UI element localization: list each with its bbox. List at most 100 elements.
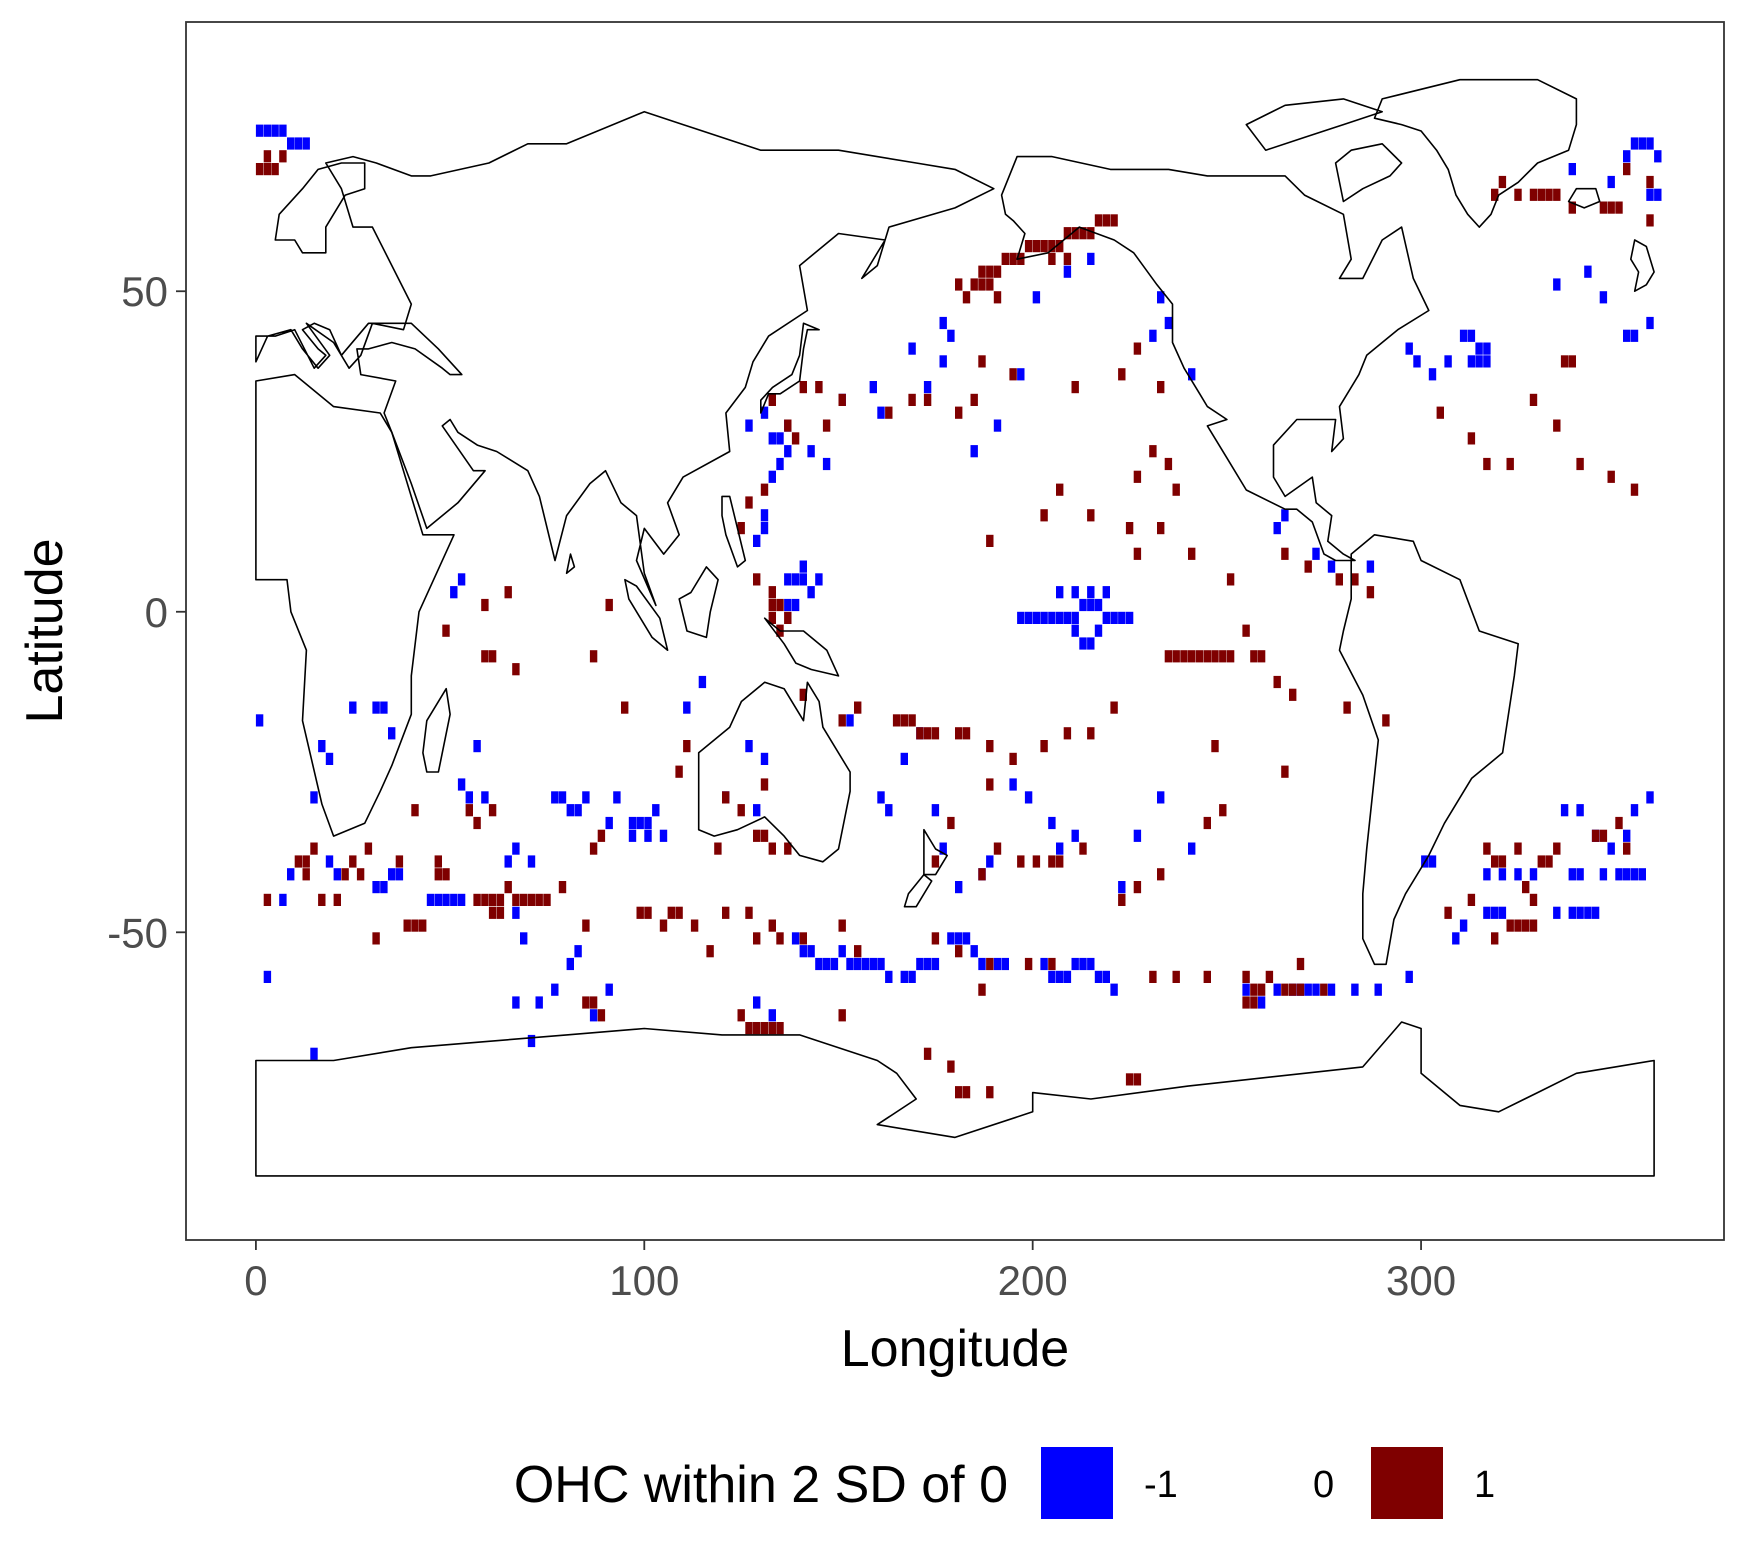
ohc-cell-minus1	[1599, 291, 1608, 304]
ohc-cell-minus1	[652, 804, 660, 817]
ohc-cell-minus1	[395, 868, 404, 881]
ohc-cell-plus1	[923, 393, 932, 406]
ohc-cell-plus1	[1498, 175, 1507, 189]
ohc-cell-plus1	[1164, 457, 1173, 471]
ohc-cell-minus1	[822, 457, 831, 471]
ohc-cell-plus1	[760, 483, 769, 496]
ohc-cell-minus1	[644, 829, 652, 842]
ohc-cell-plus1	[1304, 560, 1312, 573]
ohc-cell-minus1	[1056, 586, 1064, 599]
ohc-cell-plus1	[955, 278, 963, 291]
ohc-cell-plus1	[481, 598, 489, 612]
panel-border	[185, 21, 1725, 1241]
ohc-cell-plus1	[488, 906, 497, 919]
x-tick-label: 100	[609, 1257, 679, 1304]
ohc-cell-plus1	[908, 393, 916, 406]
ohc-cell-plus1	[1498, 855, 1507, 868]
ohc-cell-plus1	[986, 265, 994, 278]
ohc-cell-minus1	[799, 560, 807, 573]
ohc-cell-minus1	[877, 957, 885, 971]
ohc-cell-minus1	[1623, 150, 1631, 163]
ohc-cell-minus1	[1576, 868, 1584, 881]
ohc-cell-plus1	[504, 881, 512, 894]
ohc-cell-minus1	[1024, 611, 1033, 624]
ohc-cell-minus1	[380, 701, 388, 714]
coastlines	[255, 78, 1655, 1177]
ohc-cell-plus1	[636, 906, 644, 919]
ohc-cell-plus1	[1467, 432, 1476, 445]
ohc-cell-minus1	[1568, 868, 1576, 881]
ohc-cell-plus1	[349, 855, 357, 868]
legend-key-minus1	[1041, 1447, 1113, 1519]
ohc-cell-minus1	[582, 791, 590, 804]
ohc-cell-plus1	[768, 919, 776, 932]
ohc-cell-minus1	[939, 316, 947, 330]
ohc-cell-plus1	[1514, 842, 1522, 855]
ohc-cell-plus1	[822, 419, 831, 432]
ohc-cell-plus1	[768, 598, 776, 612]
ohc-cell-plus1	[1009, 368, 1017, 381]
ohc-cell-plus1	[978, 983, 986, 996]
ohc-cell-plus1	[1001, 252, 1009, 265]
ohc-cell-minus1	[768, 1009, 776, 1022]
ohc-cell-plus1	[1281, 547, 1289, 560]
ohc-cell-minus1	[388, 727, 396, 740]
landmass-antarctica	[255, 1021, 1655, 1177]
ohc-cell-plus1	[745, 906, 753, 919]
ohc-cell-minus1	[1576, 906, 1584, 919]
ohc-cell-plus1	[885, 406, 893, 419]
ohc-cell-plus1	[768, 393, 776, 406]
ohc-cell-minus1	[1630, 804, 1639, 817]
ohc-cell-minus1	[473, 740, 481, 753]
ohc-cell-minus1	[325, 855, 334, 868]
landmass-madagascar	[422, 687, 451, 773]
ohc-cell-minus1	[1591, 906, 1600, 919]
ohc-cell-minus1	[1529, 868, 1538, 881]
landmass-nz_south	[903, 873, 933, 908]
ohc-cell-plus1	[955, 945, 963, 958]
ohc-cell-plus1	[908, 714, 916, 727]
ohc-cell-minus1	[1467, 329, 1476, 342]
ohc-cell-minus1	[1553, 278, 1561, 291]
ohc-cell-minus1	[1615, 868, 1623, 881]
ohc-cell-plus1	[411, 804, 419, 817]
ohc-cell-plus1	[753, 573, 761, 586]
ohc-cell-minus1	[566, 804, 574, 817]
ohc-cell-minus1	[287, 137, 295, 150]
ohc-cell-minus1	[1118, 881, 1126, 894]
ohc-cell-minus1	[644, 816, 652, 830]
ohc-cell-plus1	[1514, 188, 1522, 201]
ohc-cell-plus1	[978, 278, 986, 291]
ohc-cell-plus1	[1646, 175, 1654, 189]
ohc-cell-plus1	[1630, 483, 1639, 496]
ohc-cell-minus1	[1048, 611, 1056, 624]
ohc-cell-plus1	[1009, 752, 1017, 765]
ohc-cell-plus1	[753, 1022, 761, 1035]
ohc-cell-minus1	[822, 957, 831, 971]
ohc-cell-plus1	[962, 727, 971, 740]
ohc-cell-plus1	[768, 842, 776, 855]
ohc-cell-plus1	[986, 740, 994, 753]
ohc-cell-plus1	[916, 727, 924, 740]
ohc-cell-plus1	[1056, 855, 1064, 868]
ohc-cell-minus1	[1087, 598, 1095, 612]
ohc-cell-plus1	[1623, 163, 1631, 176]
ohc-cell-minus1	[753, 804, 761, 817]
ohc-cell-minus1	[372, 701, 380, 714]
ohc-cell-minus1	[1017, 368, 1025, 381]
ohc-cell-minus1	[1188, 368, 1196, 381]
ohc-cell-minus1	[838, 945, 846, 958]
ohc-cell-minus1	[302, 137, 310, 150]
ohc-cell-plus1	[768, 586, 776, 599]
ohc-cell-minus1	[255, 714, 264, 727]
ohc-cell-minus1	[535, 996, 543, 1009]
ohc-cell-plus1	[1079, 227, 1087, 240]
ohc-cell-plus1	[419, 919, 427, 932]
ohc-cell-minus1	[854, 957, 862, 971]
landmass-japan	[759, 322, 820, 414]
ohc-cell-minus1	[1327, 983, 1336, 996]
ohc-cell-plus1	[1133, 342, 1142, 355]
ohc-cell-minus1	[1040, 957, 1048, 971]
map-panel	[185, 21, 1725, 1241]
ohc-cell-plus1	[1188, 650, 1196, 663]
